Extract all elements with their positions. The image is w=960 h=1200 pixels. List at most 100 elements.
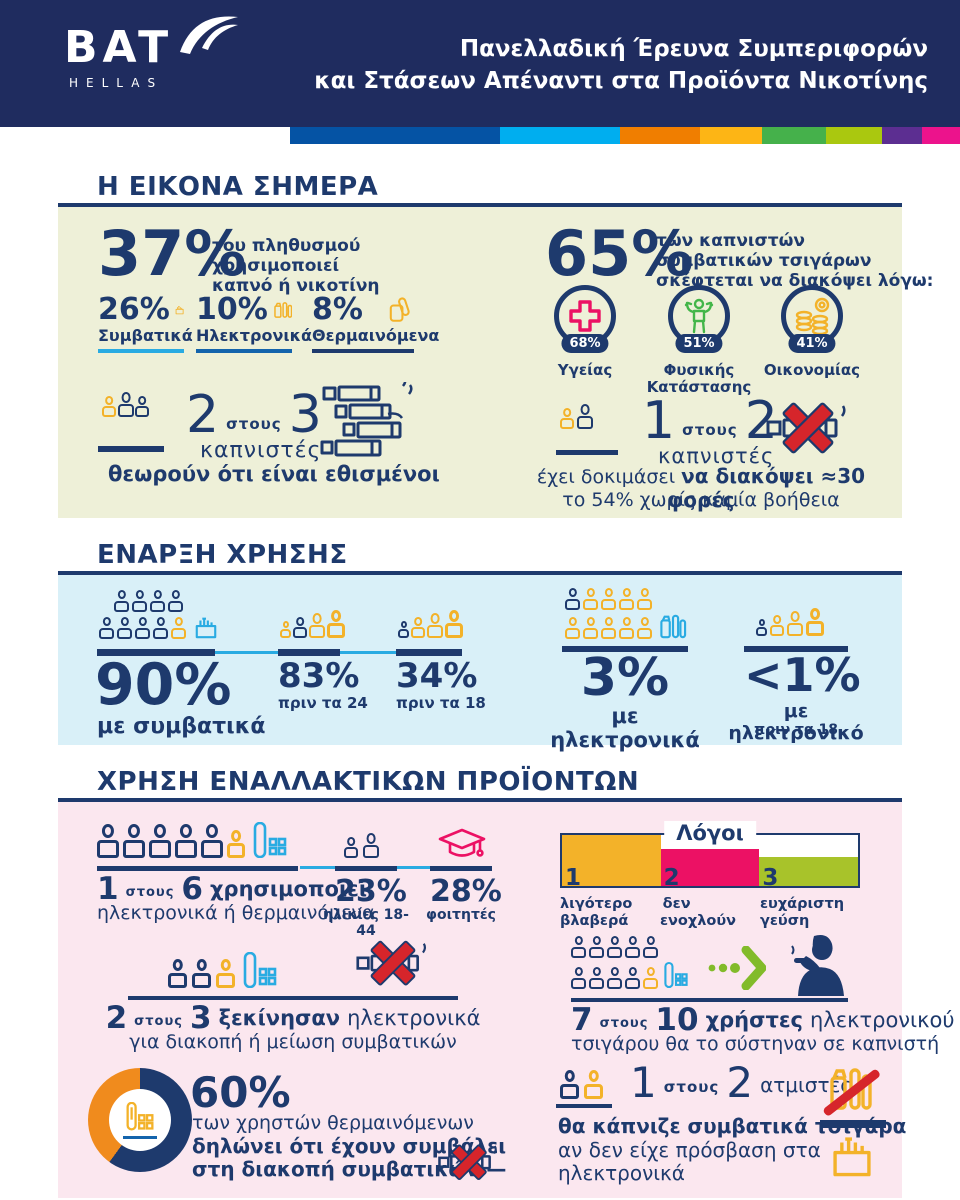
vape-device-bars-icon — [253, 822, 287, 858]
stat-28-label: φοιτητές — [426, 907, 496, 923]
recommenders-group-icon — [571, 936, 688, 989]
ratio-conjunction: στους — [682, 420, 738, 439]
person-icon — [327, 610, 345, 638]
before24-group-icon — [280, 610, 345, 638]
person-icon — [607, 967, 622, 989]
stripe-segment — [882, 127, 922, 144]
cigarette-crossed-icon — [356, 940, 427, 986]
person-icon — [565, 617, 580, 639]
underline-bar — [744, 646, 848, 652]
fact-addicted-line: θεωρούν ότι είναι εθισμένοι — [108, 462, 440, 486]
section2-rule — [58, 571, 902, 575]
reason-bar: 3 — [759, 857, 858, 890]
substat-heated-value: 8% — [312, 292, 363, 327]
arrow-right-icon — [708, 946, 766, 990]
cigarette-crossed-icon — [438, 1144, 497, 1181]
conventional-group-icon — [99, 590, 219, 639]
fact-1in6-line2: ηλεκτρονικά ή θερμαινόμενα — [97, 902, 375, 924]
stat-28-value: 28% — [430, 874, 502, 909]
ratio-2-of-3: 2 στους 3 — [186, 385, 322, 445]
reasons-chart: Λόγοι 1 2 3 — [560, 821, 860, 890]
fact-quit-line1: έχει δοκιμάσει να διακόψει ≈30 φορές — [535, 464, 867, 512]
stat-37-caption-line2: χρησιμοποιεί — [212, 256, 340, 277]
person-icon — [445, 610, 463, 638]
ratio-numerator: 1 — [630, 1058, 657, 1107]
stat-23-value: 23% — [335, 874, 407, 909]
section1-panel — [58, 207, 902, 518]
stat-under1-label: με ηλεκτρονικό — [728, 700, 864, 744]
person-icon — [601, 617, 616, 639]
reasons-chart-title: Λόγοι — [664, 821, 756, 847]
person-icon — [806, 608, 824, 636]
substat-ecig-value: 10% — [196, 292, 268, 327]
person-icon — [770, 615, 784, 636]
person-icon — [637, 588, 652, 610]
bat-logo-text: BAT — [64, 22, 174, 73]
person-icon — [117, 617, 132, 639]
ratio-noun: χρήστες — [705, 1008, 803, 1033]
stat-65-caption: των καπνιστών συμβατικών τσιγάρων σκέφτε… — [656, 231, 933, 291]
stat-under1-value: <1% — [744, 648, 861, 702]
bat-logo: BAT HELLAS — [64, 22, 174, 91]
ratio-noun: καπνιστές — [658, 444, 775, 468]
reason-bar-label: λιγότερο βλαβερά — [560, 896, 633, 929]
person-icon — [280, 621, 291, 638]
substat-heated-label: Θερμαινόμενα — [312, 326, 439, 353]
divider-bar — [820, 1120, 886, 1128]
ratio-numerator: 2 — [186, 385, 220, 445]
ratio-2-of-3-started: 2 στους 3 ξεκίνησαν ηλεκτρονικά — [106, 1000, 481, 1036]
section2-heading: ΕΝΑΡΞΗ ΧΡΗΣΗΣ — [97, 540, 348, 570]
person-icon — [411, 617, 425, 638]
stat-65-caption-line1: των καπνιστών — [656, 231, 805, 251]
ratio-1-of-6: 1 στους 6 χρησιμοποιεί — [97, 873, 367, 904]
reasons-chart-bars: 1 2 3 — [562, 835, 858, 890]
reason-economy-pct: 41% — [788, 334, 836, 353]
reason-fitness-label-line2: Κατάστασης — [646, 378, 752, 397]
coins-icon — [795, 297, 830, 335]
smoking-person-icon — [791, 935, 844, 996]
section3-heading: ΧΡΗΣΗ ΕΝΑΛΛΑΚΤΙΚΩΝ ΠΡΟΪΟΝΤΩΝ — [97, 767, 640, 797]
fact-vapers-line3: ηλεκτρονικά — [558, 1161, 685, 1185]
ratio-noun: καπνιστές — [200, 438, 322, 463]
underline-bar — [97, 649, 215, 656]
cigarette-pack-icon — [175, 306, 184, 315]
before18-group-icon — [398, 610, 463, 638]
ratio-rest: ηλεκτρονικού — [810, 1008, 955, 1033]
person-icon — [153, 617, 168, 639]
reason-fitness-circle: 51% — [668, 285, 730, 353]
reason-bar: 2 — [660, 848, 760, 890]
person-icon — [560, 408, 574, 429]
person-icon — [135, 617, 150, 639]
person-icon — [619, 588, 634, 610]
device-underline — [123, 1135, 157, 1139]
ratio-denominator: 3 — [189, 1000, 212, 1036]
stat-65-caption-line3: σκέφτεται να διακόψει λόγω: — [656, 271, 934, 292]
stat-90-label: με συμβατικά — [97, 714, 266, 739]
color-stripe — [290, 127, 960, 144]
stripe-segment — [922, 127, 960, 144]
stat-60-value: 60% — [190, 1068, 291, 1117]
reason-rank: 1 — [565, 865, 582, 891]
cigarette-crossed-icon — [766, 402, 846, 454]
stripe-segment — [620, 127, 700, 144]
person-icon — [643, 936, 658, 958]
survey-title-line2: και Στάσεων Απέναντι στα Προϊόντα Νικοτί… — [314, 68, 928, 95]
person-icon — [175, 824, 197, 858]
person-icon — [135, 396, 149, 417]
person-icon — [201, 824, 223, 858]
survey-title-line1: Πανελλαδική Έρευνα Συμπεριφορών — [459, 36, 928, 62]
ratio-conjunction: στους — [125, 885, 175, 901]
ratio-verb: ξεκίνησαν — [218, 1006, 341, 1031]
reason-fitness-pct: 51% — [675, 334, 723, 353]
stat-3-label: με ηλεκτρονικά — [550, 704, 700, 752]
person-icon — [583, 588, 598, 610]
stat-65-value: 65% — [545, 217, 694, 290]
person-icon — [625, 936, 640, 958]
survey-title: Πανελλαδική Έρευνα Συμπεριφορών και Στάσ… — [314, 33, 928, 97]
reason-bar-label: δεν ενοχλούν — [659, 896, 737, 929]
person-icon — [114, 590, 129, 612]
connector-line — [300, 866, 335, 869]
person-icon — [227, 830, 245, 858]
connector-line — [340, 651, 396, 654]
